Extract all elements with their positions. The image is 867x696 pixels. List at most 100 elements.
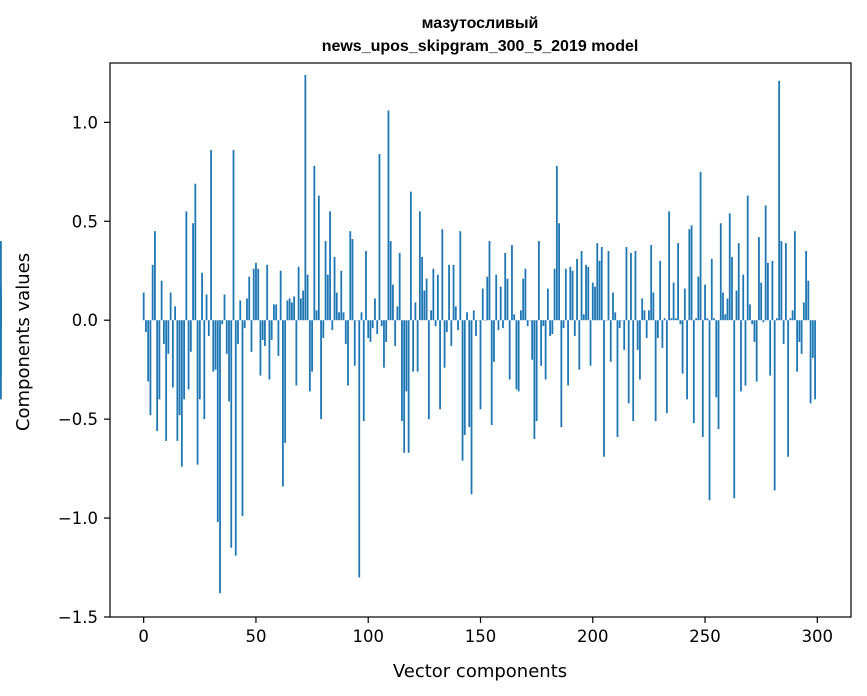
bar	[228, 320, 230, 402]
bar	[216, 320, 219, 523]
bar	[273, 304, 275, 321]
bar	[279, 270, 282, 321]
bar	[719, 223, 722, 321]
bar	[178, 320, 181, 416]
bar	[457, 320, 459, 331]
bar	[695, 318, 697, 321]
x-tick-label: 50	[245, 627, 266, 646]
bar	[421, 256, 424, 321]
bar	[614, 312, 617, 321]
bar	[683, 288, 686, 321]
bar	[432, 268, 435, 321]
bar	[798, 320, 801, 342]
bar	[623, 320, 626, 350]
bar	[508, 320, 511, 380]
bar	[158, 320, 161, 400]
bar	[493, 320, 495, 362]
bar	[241, 320, 244, 517]
bar	[742, 274, 745, 321]
bar	[814, 320, 816, 400]
bar	[154, 231, 156, 321]
bar	[290, 302, 293, 321]
bar	[466, 312, 468, 321]
bar	[625, 247, 628, 321]
bar	[369, 320, 372, 342]
bar	[189, 320, 192, 352]
bar	[531, 320, 534, 360]
bar	[304, 74, 307, 321]
y-tick-label: 1.0	[72, 113, 98, 132]
bar	[162, 320, 165, 344]
bar	[165, 320, 168, 441]
bar	[560, 320, 563, 428]
bar	[753, 320, 756, 342]
bar	[551, 320, 554, 335]
bar	[576, 258, 578, 321]
bar	[248, 276, 251, 321]
bar	[630, 252, 632, 321]
bar	[731, 256, 733, 321]
bar	[495, 274, 498, 321]
bar	[423, 290, 426, 321]
bar	[313, 165, 316, 321]
bar	[160, 280, 163, 321]
bar	[331, 320, 334, 331]
bar	[320, 320, 322, 420]
bar	[317, 195, 320, 321]
bar	[353, 320, 356, 366]
bar	[434, 320, 437, 327]
bar	[749, 304, 751, 321]
bar	[335, 292, 338, 321]
bar	[270, 320, 273, 340]
bar	[771, 260, 774, 321]
bar	[499, 286, 502, 321]
bar	[349, 231, 352, 321]
bar	[511, 245, 513, 321]
bar	[295, 320, 298, 386]
bar	[214, 320, 217, 370]
bar	[225, 320, 228, 354]
bar	[293, 296, 296, 321]
bar	[392, 284, 394, 321]
bar	[351, 239, 354, 321]
bar	[443, 320, 446, 368]
bar	[284, 320, 287, 443]
bar	[769, 320, 772, 376]
y-axis-ticks: −1.5 −1.0 −0.5 0.0 0.5 1.0	[58, 113, 110, 627]
bar	[145, 320, 147, 333]
bar	[299, 298, 302, 321]
bar	[192, 223, 194, 321]
bar	[205, 294, 208, 321]
bar	[169, 292, 172, 321]
bar	[315, 310, 318, 321]
bar	[809, 320, 812, 404]
bar	[459, 231, 462, 321]
bar	[648, 310, 650, 321]
bar	[183, 320, 185, 400]
bar	[171, 320, 174, 388]
bar	[441, 229, 444, 321]
bar	[394, 320, 397, 346]
bar	[582, 314, 585, 321]
bar	[475, 320, 477, 337]
bar	[151, 264, 154, 321]
chart-title: мазутосливый	[422, 15, 539, 32]
bar	[780, 241, 783, 321]
bar	[340, 270, 343, 321]
bar	[650, 245, 653, 321]
bar	[726, 298, 729, 321]
bar	[672, 282, 675, 321]
bar	[569, 266, 572, 321]
bar	[490, 320, 493, 426]
bar	[708, 320, 711, 501]
bar	[398, 252, 401, 321]
bar	[603, 320, 605, 457]
bar	[277, 320, 280, 356]
bar	[807, 280, 810, 321]
bar	[697, 276, 700, 321]
y-tick-label: 0.0	[72, 311, 98, 330]
bar	[692, 320, 695, 424]
bar	[376, 320, 379, 335]
bar	[578, 320, 581, 370]
bar	[436, 274, 439, 321]
